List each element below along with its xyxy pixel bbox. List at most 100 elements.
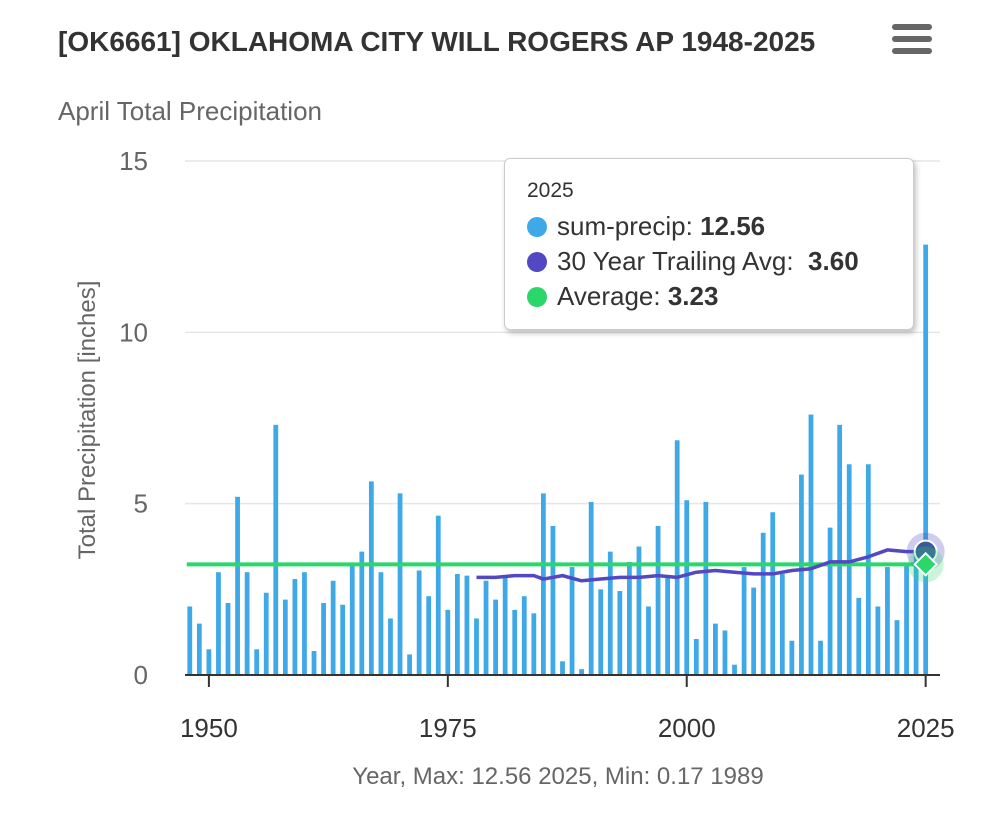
tooltip-label: Average: xyxy=(557,281,661,311)
bar-1987 xyxy=(560,661,565,675)
menu-bar xyxy=(892,24,932,30)
series-lines xyxy=(186,548,926,583)
bar-2020 xyxy=(875,606,881,675)
average-hover-marker xyxy=(913,551,939,577)
bar-1959 xyxy=(292,579,298,675)
bar-1954 xyxy=(244,572,250,675)
precip-bars xyxy=(187,244,929,676)
bar-2012 xyxy=(799,474,804,675)
bar-2009 xyxy=(770,512,776,675)
bar-1964 xyxy=(340,604,346,675)
bar-1984 xyxy=(531,613,537,675)
bar-1994 xyxy=(627,561,632,675)
bar-1952 xyxy=(225,603,231,675)
bar-1968 xyxy=(378,572,384,675)
bar-1979 xyxy=(483,580,489,675)
bar-2004 xyxy=(722,630,728,675)
bar-2015 xyxy=(827,527,833,675)
bar-1972 xyxy=(416,570,422,675)
bar-1998 xyxy=(665,577,671,675)
chart-title: [OK6661] OKLAHOMA CITY WILL ROGERS AP 19… xyxy=(58,26,816,57)
bar-2024 xyxy=(913,551,919,675)
bar-1957 xyxy=(273,424,279,675)
bar-1973 xyxy=(426,596,432,675)
y-tick-label: 10 xyxy=(119,317,148,347)
bar-1996 xyxy=(646,606,651,675)
x-tick-label: 1950 xyxy=(180,713,238,743)
bar-2007 xyxy=(751,587,757,675)
bar-1975 xyxy=(445,609,451,675)
menu-bar xyxy=(892,48,932,54)
hover-markers xyxy=(906,532,945,583)
tooltip-label: 30 Year Trailing Avg: xyxy=(557,246,794,276)
chart-subtitle: April Total Precipitation xyxy=(58,96,322,126)
bar-1949 xyxy=(196,623,202,675)
bar-1971 xyxy=(407,654,412,675)
bar-1969 xyxy=(388,618,393,675)
x-tick-label: 1975 xyxy=(419,713,477,743)
bar-1986 xyxy=(550,525,556,675)
hamburger-menu-icon[interactable] xyxy=(892,24,932,56)
bar-2001 xyxy=(693,639,699,675)
bar-2016 xyxy=(837,424,843,675)
bar-1956 xyxy=(263,592,269,675)
bar-1988 xyxy=(569,567,575,675)
bar-1965 xyxy=(349,565,355,675)
tooltip: 2025 sum-precip: 12.56 30 Year Trailing … xyxy=(504,158,914,330)
sum-precip-dot-icon xyxy=(527,217,547,237)
bar-2010 xyxy=(779,573,785,675)
bar-2018 xyxy=(856,597,862,675)
axes: 0 5 10 15 1950 1975 2000 2025 xyxy=(119,146,955,743)
bar-1995 xyxy=(636,546,642,675)
bar-1978 xyxy=(474,618,479,675)
bar-1960 xyxy=(302,572,307,675)
bar-1961 xyxy=(311,651,317,675)
bar-1980 xyxy=(493,599,498,675)
bar-1970 xyxy=(397,493,403,675)
tooltip-row-trailing-avg: 30 Year Trailing Avg: 3.60 xyxy=(527,244,893,279)
bar-1985 xyxy=(540,493,546,675)
y-tick-label: 15 xyxy=(119,146,148,176)
bar-2017 xyxy=(846,464,852,675)
bar-1997 xyxy=(655,525,661,675)
bar-2000 xyxy=(684,500,690,675)
bar-2011 xyxy=(789,640,795,675)
bar-1989 xyxy=(579,669,585,675)
bar-2002 xyxy=(703,501,709,675)
bar-2022 xyxy=(894,620,900,675)
bar-1993 xyxy=(617,591,623,675)
tooltip-row-average: Average: 3.23 xyxy=(527,279,893,314)
bar-2013 xyxy=(808,414,814,675)
y-tick-label: 0 xyxy=(134,660,148,690)
bar-1976 xyxy=(454,573,460,675)
bar-2021 xyxy=(885,567,890,675)
bar-2003 xyxy=(713,623,718,675)
menu-bar xyxy=(892,36,932,42)
bar-1950 xyxy=(206,649,212,675)
tooltip-value: 3.23 xyxy=(667,281,719,311)
bar-1982 xyxy=(512,609,518,675)
y-tick-label: 5 xyxy=(134,489,148,519)
bar-1991 xyxy=(598,589,604,675)
x-tick-label: 2000 xyxy=(658,713,716,743)
tooltip-value: 3.60 xyxy=(808,246,859,276)
bar-1966 xyxy=(359,551,365,675)
tooltip-row-sum-precip: sum-precip: 12.56 xyxy=(527,209,893,244)
tooltip-year: 2025 xyxy=(527,179,574,202)
bar-1999 xyxy=(674,440,680,675)
bar-2019 xyxy=(865,464,871,675)
x-tick-label: 2025 xyxy=(897,713,955,743)
bar-1955 xyxy=(254,649,260,675)
trailing-avg-dot-icon xyxy=(527,252,547,272)
x-axis-label: Year, Max: 12.56 2025, Min: 0.17 1989 xyxy=(352,763,763,790)
tooltip-label: sum-precip: xyxy=(557,211,693,241)
bar-1983 xyxy=(521,596,527,675)
bar-1962 xyxy=(321,603,326,675)
bar-1951 xyxy=(216,572,221,675)
bar-2023 xyxy=(904,563,909,675)
bar-1953 xyxy=(235,496,240,675)
bar-1990 xyxy=(588,501,594,675)
bar-1977 xyxy=(464,575,470,675)
bar-1981 xyxy=(502,575,508,675)
